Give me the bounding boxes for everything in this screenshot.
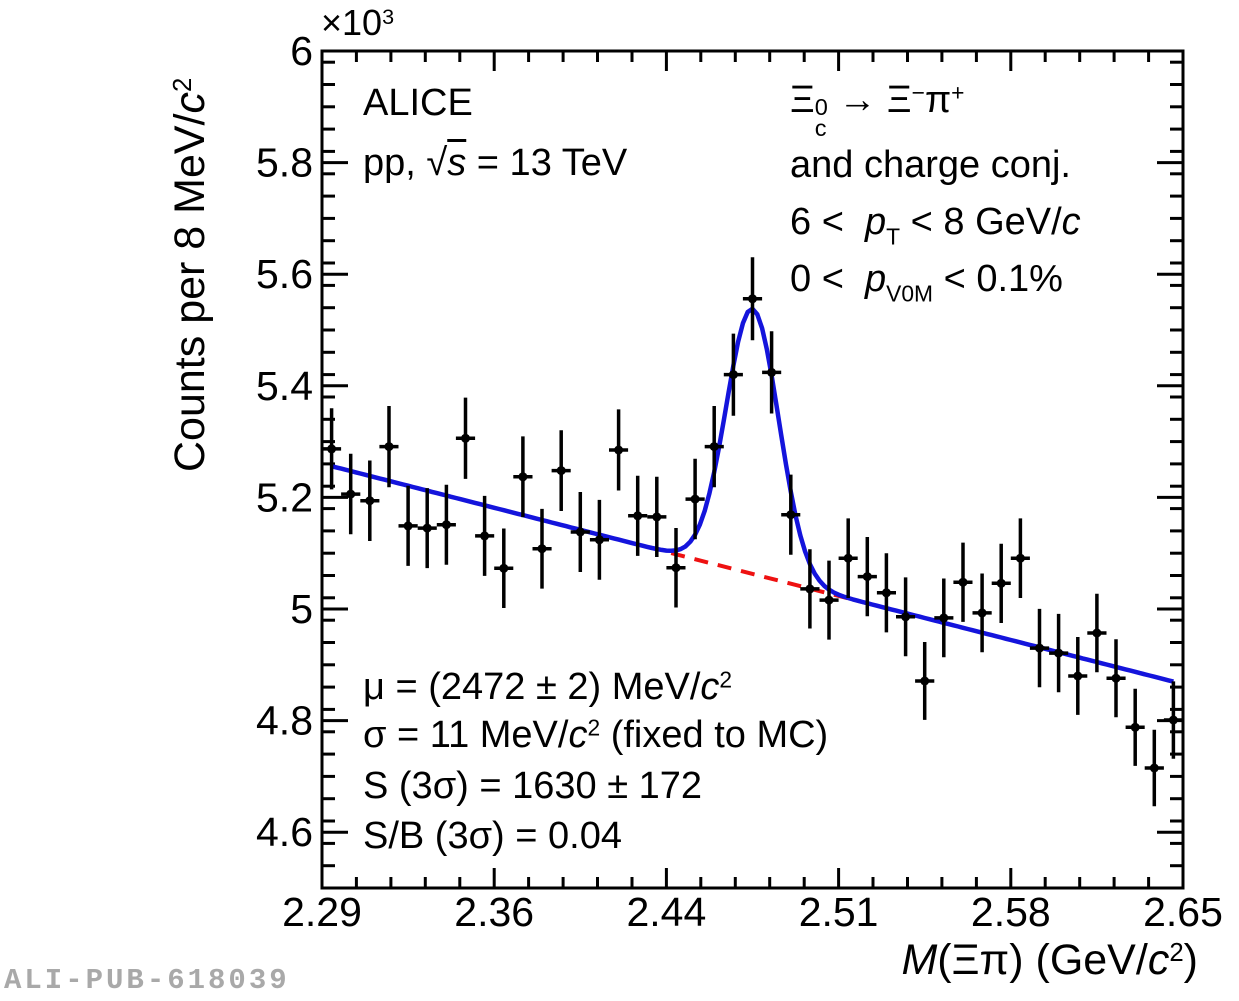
y-axis-title: Counts per 8 MeV/c2 — [166, 77, 214, 472]
data-point — [384, 442, 394, 452]
x-axis-title: M(Ξπ) (GeV/c2) — [901, 936, 1198, 984]
data-point — [920, 676, 930, 686]
data-point — [422, 523, 432, 533]
data-point — [346, 489, 356, 499]
data-point — [1111, 673, 1121, 683]
data-point — [1092, 628, 1102, 638]
svg-text:2.36: 2.36 — [454, 889, 534, 935]
data-point — [518, 472, 528, 482]
multiplicity-range-label: 0 < pV0M < 0.1% — [790, 258, 1063, 307]
figure-id-watermark: ALI-PUB-618039 — [4, 964, 290, 997]
data-point — [594, 535, 604, 545]
svg-text:4.6: 4.6 — [256, 809, 313, 855]
svg-text:6: 6 — [290, 28, 313, 74]
data-point — [786, 510, 796, 520]
data-point — [633, 511, 643, 521]
data-point — [748, 294, 757, 304]
data-point — [652, 512, 662, 522]
data-point — [499, 563, 509, 573]
data-point — [1130, 722, 1140, 732]
data-point — [365, 496, 375, 506]
data-point — [709, 442, 719, 452]
data-point — [862, 572, 872, 582]
fit-sigma-label: σ = 11 MeV/c2 (fixed to MC) — [363, 714, 829, 756]
data-point — [1054, 648, 1064, 658]
data-point — [996, 578, 1006, 588]
signal-yield-label: S (3σ) = 1630 ± 172 — [363, 765, 703, 807]
data-point — [939, 613, 949, 623]
data-point — [1073, 671, 1083, 681]
data-point — [575, 527, 585, 537]
data-point — [977, 608, 987, 618]
data-point — [461, 433, 470, 443]
data-point — [671, 563, 681, 573]
svg-text:2.58: 2.58 — [971, 889, 1051, 935]
data-point — [958, 577, 968, 587]
data-point — [1035, 643, 1044, 653]
data-point — [327, 444, 337, 454]
svg-text:2.29: 2.29 — [282, 889, 362, 935]
data-point — [556, 466, 566, 476]
svg-text:2.65: 2.65 — [1143, 889, 1223, 935]
svg-text:2.51: 2.51 — [799, 889, 879, 935]
data-point — [728, 370, 738, 380]
data-point — [767, 367, 777, 377]
data-point — [881, 588, 891, 598]
data-point — [1168, 715, 1178, 725]
data-point — [480, 531, 490, 541]
y-axis-power-label: ×103 — [321, 2, 395, 43]
data-point — [537, 544, 547, 554]
data-point — [843, 553, 853, 563]
data-point — [1015, 553, 1025, 563]
signal-over-background-label: S/B (3σ) = 0.04 — [363, 815, 622, 857]
svg-text:5.2: 5.2 — [256, 474, 313, 520]
experiment-label: ALICE — [363, 82, 473, 124]
charge-conjugate-label: and charge conj. — [790, 144, 1071, 186]
data-point — [805, 584, 815, 594]
pt-range-label: 6 < pT < 8 GeV/c — [790, 201, 1081, 250]
fit-mean-label: μ = (2472 ± 2) MeV/c2 — [363, 666, 733, 708]
data-point — [1149, 763, 1159, 773]
data-point — [614, 445, 624, 455]
collision-system-label: pp, √s = 13 TeV — [363, 142, 628, 184]
data-point — [690, 494, 700, 504]
svg-text:5.6: 5.6 — [256, 251, 313, 297]
svg-text:5.8: 5.8 — [256, 140, 313, 186]
data-point — [441, 520, 451, 530]
svg-text:5.4: 5.4 — [256, 363, 313, 409]
svg-text:5: 5 — [290, 586, 313, 632]
data-point — [824, 595, 834, 605]
svg-text:4.8: 4.8 — [256, 698, 313, 744]
data-point — [901, 612, 911, 622]
svg-text:2.44: 2.44 — [626, 889, 706, 935]
data-point — [403, 521, 413, 531]
